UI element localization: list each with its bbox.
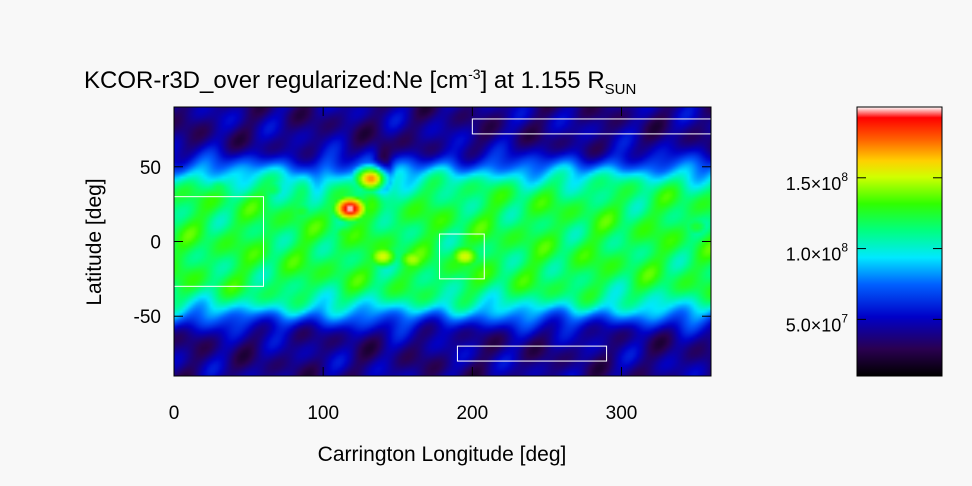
x-tick-label: 300 [606, 403, 638, 424]
y-tick-label: 0 [150, 233, 161, 254]
axis-ticks [173, 107, 711, 376]
heatmap-image [174, 107, 711, 376]
colorbar-tick-labels: 1.5×108 1.0×108 5.0×107 [786, 170, 849, 336]
colorbar-tick-label: 5.0×107 [786, 311, 849, 335]
x-tick-label: 0 [169, 403, 180, 424]
x-tick-label: 100 [307, 403, 339, 424]
heatmap-plot [174, 107, 711, 376]
x-tick-labels: 0 100 200 300 [169, 403, 638, 424]
y-tick-label: -50 [134, 307, 161, 328]
region-box [439, 233, 485, 280]
x-tick-label: 200 [456, 403, 488, 424]
y-axis-label: Latitude [deg] [83, 178, 106, 305]
x-axis-label: Carrington Longitude [deg] [318, 443, 567, 466]
region-box [456, 345, 608, 362]
colorbar-tick-label: 1.5×108 [786, 170, 849, 194]
y-tick-label: 50 [140, 158, 161, 179]
colorbar-tick-label: 1.0×108 [786, 241, 849, 265]
chart-title: KCOR-r3D_over regularized:Ne [cm-3] at 1… [84, 66, 636, 98]
colorbar-ticks [857, 177, 942, 320]
colorbar [856, 106, 943, 377]
y-tick-labels: 50 0 -50 [134, 158, 161, 328]
